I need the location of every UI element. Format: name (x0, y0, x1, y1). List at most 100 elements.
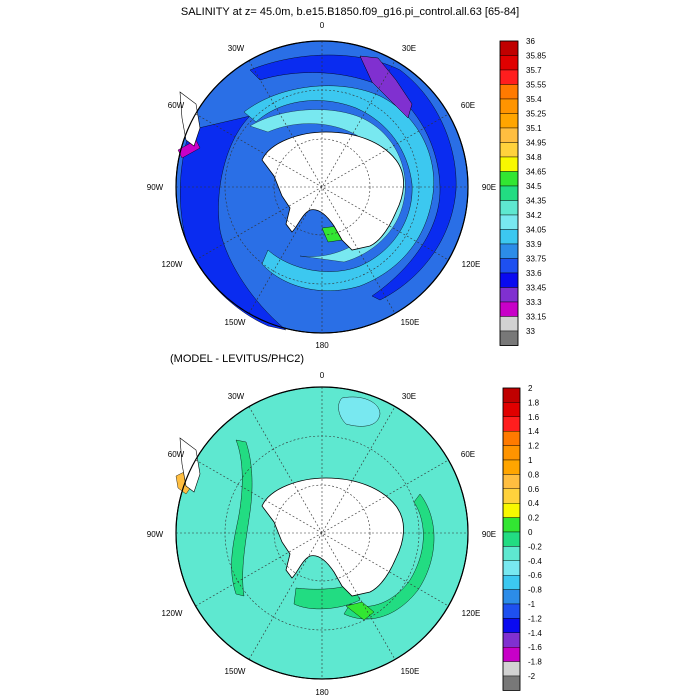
lon-label-120e: 120E (462, 609, 481, 618)
lon-label-150e: 150E (401, 667, 420, 676)
colorbar-tick-label: -1.6 (528, 643, 542, 652)
colorbar-tick-label: 33 (526, 327, 535, 336)
longitude-labels: 0 30E 60E 90E 120E 150E 180 150W 120W 90… (147, 371, 496, 697)
colorbar-swatch (502, 488, 521, 504)
colorbar-swatch (499, 214, 519, 230)
map-outline (175, 386, 469, 680)
lon-label-60w: 60W (168, 101, 185, 110)
colorbar-swatch (499, 127, 519, 143)
lon-label-60e: 60E (461, 450, 475, 459)
colorbar-tick-label: 35.1 (526, 124, 542, 133)
colorbar-swatch (499, 229, 519, 245)
lon-label-150w: 150W (225, 667, 246, 676)
colorbar-swatch (502, 503, 521, 518)
colorbar-swatch (499, 316, 519, 332)
colorbar-swatch (502, 647, 521, 662)
colorbar-swatch (499, 55, 519, 71)
colorbar-tick-label: 35.85 (526, 52, 547, 61)
colorbar-frame (499, 40, 519, 346)
colorbar-swatch (502, 517, 521, 533)
colorbar-tick-label: 33.3 (526, 298, 542, 307)
colorbar-tick-label: 33.15 (526, 313, 547, 322)
colorbar-tick-label: 35.55 (526, 81, 547, 90)
colorbar-swatch (499, 84, 519, 100)
colorbar-tick-label: 35.25 (526, 110, 547, 119)
colorbar-swatch (499, 40, 519, 56)
panel-title: (MODEL - LEVITUS/PHC2) (170, 353, 304, 365)
colorbar-swatch (499, 330, 519, 346)
colorbar-tick-label: 0.4 (528, 499, 540, 508)
colorbar-swatch (499, 171, 519, 187)
contour-band-positive-south (293, 583, 361, 610)
colorbar-tick-label: 35.7 (526, 66, 542, 75)
colorbar-tick-label: 0 (528, 528, 533, 537)
lon-label-120w: 120W (162, 260, 183, 269)
colorbar-tick-label: 34.05 (526, 226, 547, 235)
lon-label-150e: 150E (401, 318, 420, 327)
colorbar-salinity: 36 35.85 35.7 35.55 35.4 35.25 35.1 34.95 34.8 34… (499, 37, 547, 346)
colorbar-tick-label: 36 (526, 37, 535, 46)
lon-label-30e: 30E (402, 392, 416, 401)
colorbar-tick-label: 0.6 (528, 485, 540, 494)
colorbar-tick-label: -1.4 (528, 629, 542, 638)
colorbar-tick-label: -0.6 (528, 571, 542, 580)
colorbar-swatch (502, 402, 521, 417)
colorbar-swatch (499, 258, 519, 274)
lon-label-30w: 30W (228, 44, 245, 53)
colorbar-swatch (502, 459, 521, 475)
colorbar-swatch (502, 445, 521, 461)
colorbar-tick-label: 34.65 (526, 168, 547, 177)
south-america-tip (179, 91, 201, 147)
south-america-tip (179, 437, 201, 493)
colorbar-swatch (502, 589, 521, 605)
colorbar-swatch (499, 113, 519, 129)
lon-label-60e: 60E (461, 101, 475, 110)
map-difference (175, 386, 469, 680)
map-outline (175, 40, 469, 334)
colorbar-swatch (502, 560, 521, 576)
panel-title: SALINITY at z= 45.0m, b.e15.B1850.f09_g1… (181, 6, 519, 18)
colorbar-tick-label: -0.4 (528, 557, 542, 566)
colorbar-tick-label: -0.2 (528, 542, 542, 551)
colorbar-tick-label: 0.2 (528, 514, 540, 523)
colorbar-tick-label: 33.9 (526, 240, 542, 249)
colorbar-frame (502, 387, 521, 691)
lon-label-30w: 30W (228, 392, 245, 401)
colorbar-tick-label: 0.8 (528, 470, 540, 479)
contour-band-positive-east (343, 493, 435, 620)
colorbar-difference: 2 1.8 1.6 1.4 1.2 1 0.8 0.6 0.4 0.2 0 -0.2 -0.4 -0.6 -… (502, 384, 542, 691)
colorbar-swatch (502, 387, 521, 403)
lon-label-0: 0 (320, 371, 325, 380)
colorbar-tick-label: -1.2 (528, 614, 542, 623)
colorbar-tick-label: -0.8 (528, 586, 542, 595)
colorbar-swatch (499, 98, 519, 114)
colorbar-swatch (499, 142, 519, 158)
colorbar-tick-label: -2 (528, 672, 536, 681)
colorbar-swatch (502, 603, 521, 619)
colorbar-swatch (502, 531, 521, 547)
colorbar-swatch (502, 661, 521, 677)
map-graticule (176, 41, 468, 333)
colorbar-swatch (499, 301, 519, 317)
colorbar-swatch (499, 156, 519, 172)
contour-patch-purple (359, 55, 413, 119)
map-graticule (176, 387, 468, 679)
contour-patch-light (338, 396, 381, 427)
antarctica-landmass (261, 131, 404, 251)
contour-patch-green (345, 601, 375, 621)
colorbar-swatch (502, 575, 521, 590)
lon-label-30e: 30E (402, 44, 416, 53)
colorbar-tick-label: -1 (528, 600, 536, 609)
longitude-labels: 0 30E 60E 90E 120E 150E 180 150W 120W 90… (147, 21, 496, 350)
colorbar-tick-label: 1.8 (528, 398, 540, 407)
colorbar-tick-label: -1.8 (528, 658, 542, 667)
colorbar-tick-label: 1.6 (528, 413, 540, 422)
colorbar-tick-label: 1.4 (528, 427, 540, 436)
lon-label-60w: 60W (168, 450, 185, 459)
colorbar-tick-label: 33.45 (526, 284, 547, 293)
colorbar-tick-label: 34.35 (526, 197, 547, 206)
colorbar-tick-label: 35.4 (526, 95, 542, 104)
colorbar-swatch (499, 272, 519, 288)
colorbar-tick-label: 2 (528, 384, 533, 393)
lon-label-180: 180 (315, 688, 329, 697)
